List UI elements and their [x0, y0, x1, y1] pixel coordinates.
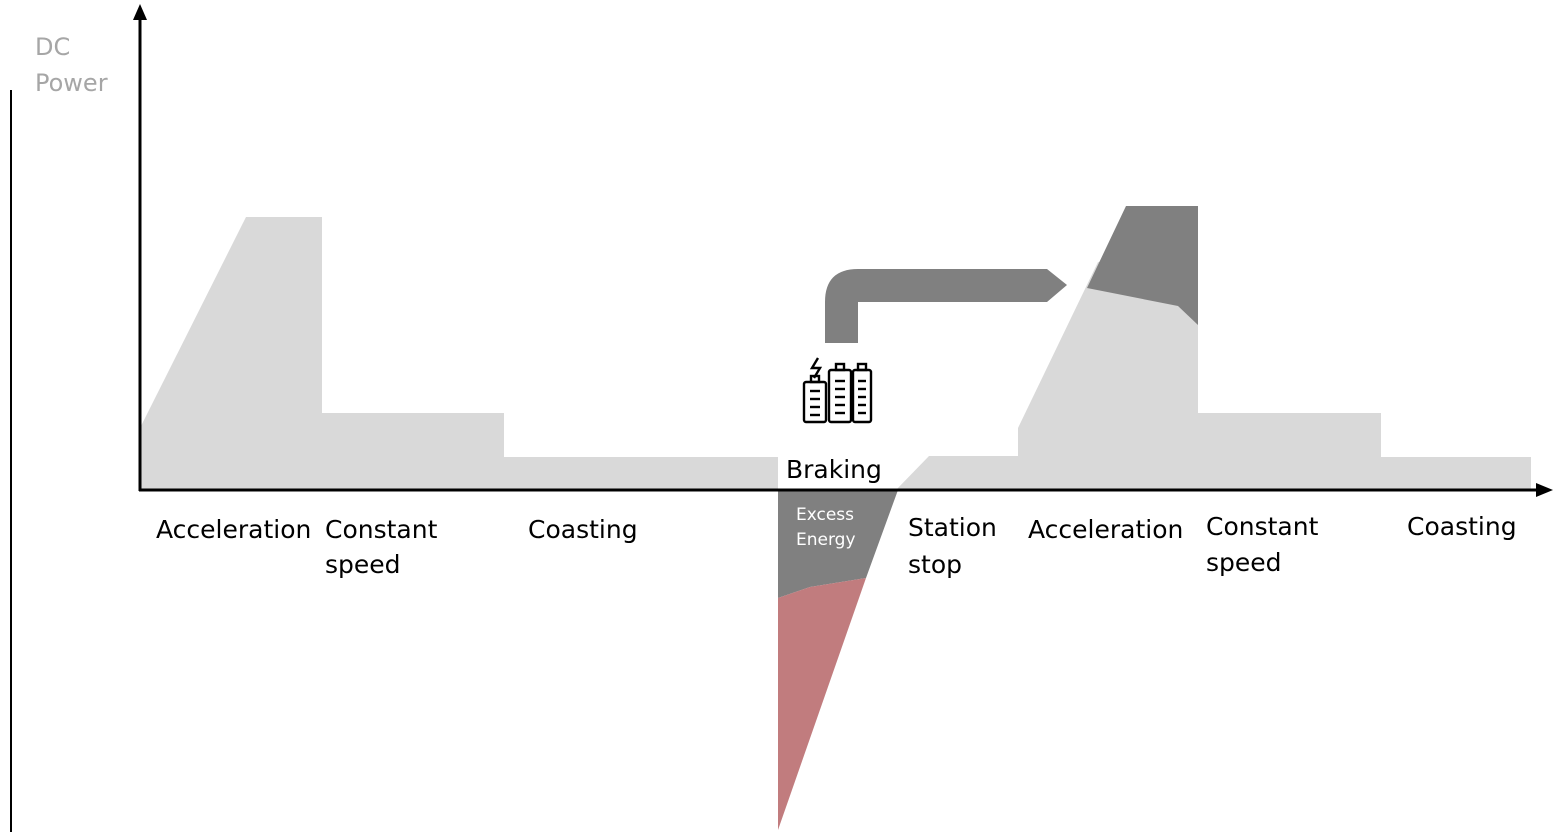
power-acceleration-2 — [1018, 262, 1198, 490]
phase-label-constant-speed-2: Constant speed — [1206, 512, 1326, 577]
phase-label-station-stop: Station stop — [908, 513, 1005, 579]
phase-label-coasting-1: Coasting — [528, 515, 638, 544]
y-axis-label: DC Power — [35, 33, 108, 97]
power-profile — [140, 217, 1531, 490]
phase-label-acceleration-1: Acceleration — [156, 515, 311, 544]
phase-label-coasting-2: Coasting — [1407, 512, 1517, 541]
phase-label-braking: Braking — [786, 455, 882, 484]
phase-label-constant-speed-1: Constant speed — [325, 515, 445, 579]
phase-label-acceleration-2: Acceleration — [1028, 515, 1183, 544]
power-acceleration-1 — [140, 217, 322, 490]
x-axis-arrowhead — [1536, 483, 1553, 497]
power-constant-speed-1 — [322, 413, 504, 490]
excess-energy-area — [778, 490, 898, 598]
power-coasting-2 — [1381, 457, 1531, 490]
energy-reuse-arrow — [825, 269, 1067, 343]
power-constant-speed-2 — [1198, 413, 1381, 490]
reused-energy-area — [1087, 206, 1198, 325]
excess-energy-label: Excess Energy — [796, 505, 859, 550]
power-coasting-1 — [504, 457, 778, 490]
y-axis-arrowhead — [133, 4, 147, 20]
battery-storage-icon — [802, 357, 873, 424]
dissipated-energy-area — [778, 578, 866, 830]
power-station-stop — [896, 456, 1018, 490]
